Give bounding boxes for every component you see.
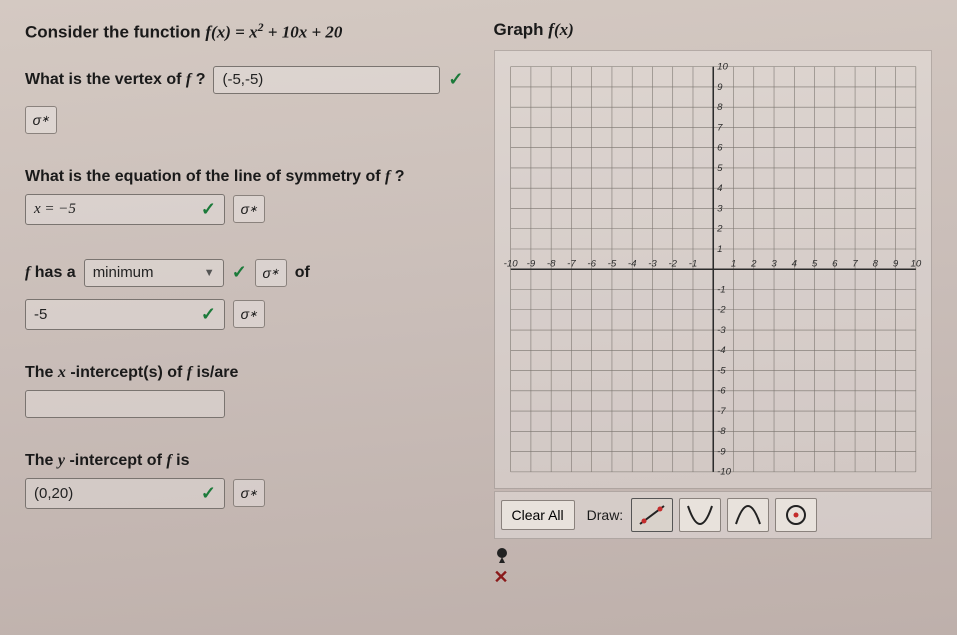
check-icon: ✓ xyxy=(201,199,216,220)
q4-label: The x -intercept(s) of f is/are xyxy=(25,364,464,382)
svg-text:-2: -2 xyxy=(717,305,726,316)
svg-text:-8: -8 xyxy=(546,258,555,269)
q2-label: What is the equation of the line of symm… xyxy=(25,168,464,186)
svg-text:-9: -9 xyxy=(717,446,726,457)
vertex-input[interactable]: (-5,-5) xyxy=(213,66,440,94)
symmetry-input[interactable]: x = −5 ✓ xyxy=(25,194,225,225)
minmax-value: minimum xyxy=(93,264,154,281)
svg-text:3: 3 xyxy=(717,203,723,214)
svg-text:-3: -3 xyxy=(648,258,657,269)
svg-text:-9: -9 xyxy=(526,258,535,269)
svg-text:-5: -5 xyxy=(607,258,616,269)
svg-text:8: 8 xyxy=(717,102,723,113)
sigma-button[interactable]: σ∗ xyxy=(255,259,287,287)
check-icon: ✓ xyxy=(201,483,216,504)
x-intercept-input[interactable] xyxy=(25,390,225,418)
right-column: Graph f(x) -10-10-9-9-8-8-7-7-6-6-5-5-4-… xyxy=(494,20,933,615)
x-mark-icon: ✕ xyxy=(494,567,933,588)
parabola-down-tool-icon xyxy=(732,502,764,528)
coordinate-grid[interactable]: -10 -10 -9 -9 -8 -8 -7 -7 -6 -6 -5 -5 -4 -4 -3 -3 -2 -2 -1… xyxy=(501,57,926,482)
sigma-button[interactable]: σ∗ xyxy=(233,479,265,507)
svg-text:9: 9 xyxy=(892,258,898,269)
q3-of: of xyxy=(295,264,310,282)
svg-text:3: 3 xyxy=(771,258,777,269)
svg-text:-5: -5 xyxy=(717,365,726,376)
left-column: Consider the function f(x) = x2 + 10x + … xyxy=(25,20,464,615)
q3-row2: -5 ✓ σ∗ xyxy=(25,299,464,330)
svg-text:8: 8 xyxy=(872,258,878,269)
parabola-up-tool[interactable] xyxy=(679,498,721,532)
svg-text:-6: -6 xyxy=(717,386,726,397)
chevron-down-icon: ▼ xyxy=(204,267,215,279)
clear-all-button[interactable]: Clear All xyxy=(501,500,575,530)
svg-text:5: 5 xyxy=(811,258,817,269)
check-icon: ✓ xyxy=(448,69,463,90)
prompt-prefix: Consider the function xyxy=(25,23,205,42)
sigma-button[interactable]: σ∗ xyxy=(233,300,265,328)
draw-label: Draw: xyxy=(587,507,624,523)
svg-text:10: 10 xyxy=(910,258,921,269)
svg-text:10: 10 xyxy=(717,62,728,73)
y-intercept-input[interactable]: (0,20) ✓ xyxy=(25,478,225,509)
check-icon: ✓ xyxy=(232,262,247,283)
y-intercept-value: (0,20) xyxy=(34,485,73,502)
svg-text:-1: -1 xyxy=(688,258,697,269)
svg-text:6: 6 xyxy=(832,258,838,269)
svg-text:6: 6 xyxy=(717,143,723,154)
parabola-up-tool-icon xyxy=(684,502,716,528)
svg-text:2: 2 xyxy=(750,258,757,269)
svg-text:-4: -4 xyxy=(717,345,726,356)
vertex-value: (-5,-5) xyxy=(222,71,263,88)
svg-text:4: 4 xyxy=(791,258,796,269)
q5-row: (0,20) ✓ σ∗ xyxy=(25,478,464,509)
svg-text:5: 5 xyxy=(717,163,723,174)
function-prompt: Consider the function f(x) = x2 + 10x + … xyxy=(25,20,464,43)
svg-text:-3: -3 xyxy=(717,325,726,336)
minmax-select[interactable]: minimum ▼ xyxy=(84,259,224,287)
q2-row: x = −5 ✓ σ∗ xyxy=(25,194,464,225)
svg-text:1: 1 xyxy=(717,244,722,255)
q1-label: What is the vertex of f ? xyxy=(25,71,205,89)
draw-toolbar: Clear All Draw: xyxy=(494,491,933,539)
func-lhs: f(x) = xyxy=(205,23,249,42)
parabola-down-tool[interactable] xyxy=(727,498,769,532)
svg-text:9: 9 xyxy=(717,82,723,93)
minmax-num: -5 xyxy=(34,306,47,323)
func-tail: + 10x + 20 xyxy=(264,23,343,42)
svg-text:-7: -7 xyxy=(717,406,726,417)
svg-text:-4: -4 xyxy=(627,258,636,269)
svg-text:2: 2 xyxy=(716,224,723,235)
q3-label: f has a xyxy=(25,264,76,282)
q4-row xyxy=(25,390,464,418)
svg-text:-7: -7 xyxy=(567,258,576,269)
svg-text:-8: -8 xyxy=(717,426,726,437)
sigma-button[interactable]: σ∗ xyxy=(25,106,57,134)
svg-text:-6: -6 xyxy=(587,258,596,269)
svg-text:-10: -10 xyxy=(503,258,518,269)
line-tool[interactable] xyxy=(631,498,673,532)
graph-title: Graph f(x) xyxy=(494,20,933,40)
q1-row: What is the vertex of f ? (-5,-5) ✓ xyxy=(25,66,464,94)
check-icon: ✓ xyxy=(201,304,216,325)
q5-label: The y -intercept of f is xyxy=(25,452,464,470)
point-tool[interactable] xyxy=(775,498,817,532)
q1-sigma-row: σ∗ xyxy=(25,106,464,134)
svg-text:7: 7 xyxy=(852,258,858,269)
svg-text:1: 1 xyxy=(730,258,735,269)
svg-text:4: 4 xyxy=(717,183,722,194)
graph-feedback: ✕ xyxy=(494,547,933,588)
func-x: x xyxy=(249,23,258,42)
sigma-button[interactable]: σ∗ xyxy=(233,195,265,223)
svg-text:-1: -1 xyxy=(717,284,726,295)
q3-row1: f has a minimum ▼ ✓ σ∗ of xyxy=(25,259,464,287)
point-indicator-icon xyxy=(494,547,510,563)
point-tool-icon xyxy=(780,502,812,528)
minmax-value-input[interactable]: -5 ✓ xyxy=(25,299,225,330)
svg-text:-10: -10 xyxy=(717,467,732,478)
svg-text:7: 7 xyxy=(717,122,723,133)
line-tool-icon xyxy=(636,502,668,528)
symmetry-value: x = −5 xyxy=(34,201,76,218)
graph-area[interactable]: -10 -10 -9 -9 -8 -8 -7 -7 -6 -6 -5 -5 -4 -4 -3 -3 -2 -2 -1… xyxy=(494,50,933,489)
svg-text:-2: -2 xyxy=(668,258,677,269)
